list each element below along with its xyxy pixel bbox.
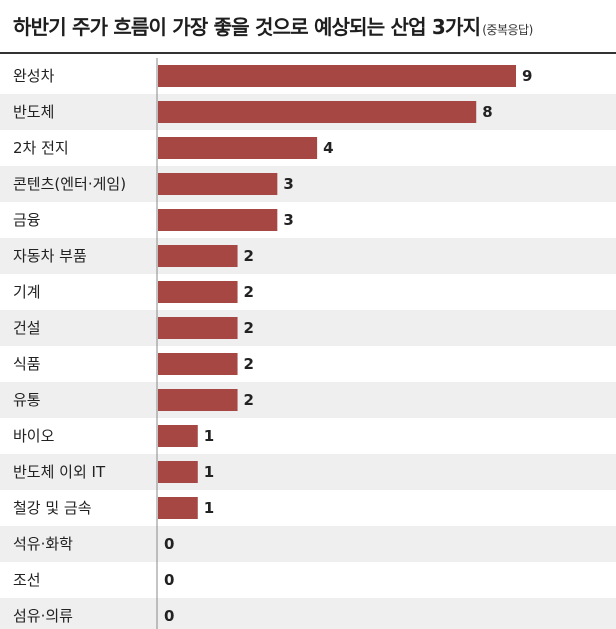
value-label: 8 [482, 103, 492, 121]
row-stripe [0, 526, 616, 562]
value-label: 3 [283, 211, 293, 229]
value-label: 1 [204, 499, 214, 517]
row-stripe [0, 238, 616, 274]
value-label: 2 [244, 283, 254, 301]
chart-title-block: 하반기 주가 흐름이 가장 좋을 것으로 예상되는 산업 3가지 (중복응답) [13, 14, 533, 43]
row-stripe [0, 598, 616, 629]
bar [158, 101, 477, 123]
category-label: 섬유·의류 [13, 607, 73, 625]
bar [158, 497, 198, 519]
category-label: 유통 [13, 391, 41, 409]
category-label: 식품 [13, 355, 41, 373]
bar [158, 425, 198, 447]
category-label: 금융 [13, 211, 41, 229]
value-label: 2 [244, 319, 254, 337]
chart-subtitle: (중복응답) [482, 23, 533, 37]
value-label: 0 [164, 607, 174, 625]
category-label: 반도체 [13, 103, 54, 121]
title-rule [0, 52, 616, 54]
value-label: 1 [204, 427, 214, 445]
category-label: 철강 및 금속 [13, 499, 92, 517]
category-label: 2차 전지 [13, 139, 69, 157]
value-label: 2 [244, 355, 254, 373]
row-stripe [0, 310, 616, 346]
bar [158, 65, 516, 87]
bar [158, 209, 278, 231]
value-label: 2 [244, 247, 254, 265]
row-stripe [0, 454, 616, 490]
bar [158, 389, 238, 411]
bar [158, 461, 198, 483]
category-label: 반도체 이외 IT [13, 463, 106, 481]
bar [158, 245, 238, 267]
category-label: 조선 [13, 571, 41, 589]
category-label: 바이오 [13, 427, 55, 445]
bar [158, 137, 318, 159]
bar [158, 281, 238, 303]
category-label: 콘텐츠(엔터·게임) [13, 175, 126, 193]
row-stripe [0, 166, 616, 202]
category-label: 기계 [13, 283, 41, 301]
category-label: 완성차 [13, 67, 55, 85]
value-label: 1 [204, 463, 214, 481]
bar [158, 173, 278, 195]
chart-title: 하반기 주가 흐름이 가장 좋을 것으로 예상되는 산업 3가지 [13, 15, 481, 39]
value-label: 4 [323, 139, 333, 157]
value-label: 3 [283, 175, 293, 193]
value-label: 0 [164, 571, 174, 589]
value-label: 9 [522, 67, 532, 85]
value-label: 0 [164, 535, 174, 553]
bar [158, 317, 238, 339]
bar [158, 353, 238, 375]
category-label: 자동차 부품 [13, 247, 87, 265]
row-stripe [0, 382, 616, 418]
category-label: 건설 [13, 319, 41, 337]
category-label: 석유·화학 [13, 535, 73, 553]
value-label: 2 [244, 391, 254, 409]
